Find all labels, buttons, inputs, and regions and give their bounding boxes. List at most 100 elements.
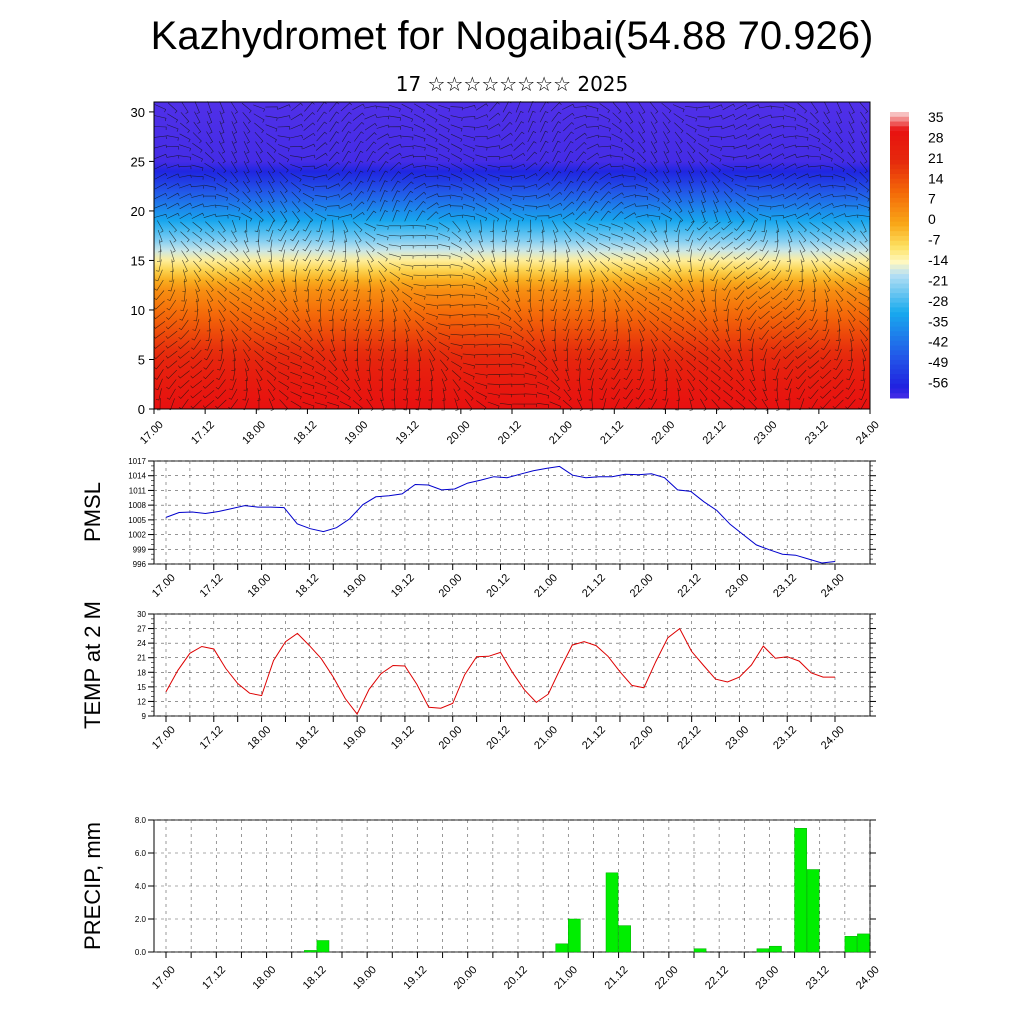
wind-barb [663, 239, 670, 253]
wind-barb [770, 280, 782, 290]
wind-barb [747, 133, 760, 140]
wind-barb [158, 239, 162, 253]
wind-barb [676, 170, 682, 184]
wind-barb [725, 210, 731, 223]
wind-barb [314, 392, 327, 399]
wind-barb [598, 154, 612, 159]
wind-barb [352, 309, 360, 321]
wind-barb [689, 398, 693, 411]
wind-barb [354, 180, 364, 192]
wind-barb [588, 190, 599, 202]
wind-barb [524, 184, 538, 189]
wind-barb [758, 281, 770, 290]
colorbar-cell [890, 326, 909, 332]
wind-barb [326, 205, 340, 209]
wind-barb [783, 300, 795, 310]
wind-barb [403, 388, 409, 401]
precip-y-tick-label: 6.0 [135, 849, 147, 858]
wind-barb [254, 350, 264, 361]
wind-barb [462, 333, 476, 338]
wind-barb [562, 309, 570, 321]
wind-barb [661, 271, 672, 282]
wind-barb [860, 151, 868, 164]
wind-barb [809, 202, 822, 210]
wind-barb [390, 368, 397, 381]
wind-barb [364, 114, 377, 120]
wind-barb [673, 220, 681, 232]
wind-barb [722, 124, 735, 129]
wind-barb [154, 144, 168, 149]
wind-barb [305, 289, 309, 302]
wind-barb [540, 229, 544, 243]
wind-barb [367, 388, 373, 402]
wind-barb [405, 328, 409, 342]
wind-barb [379, 180, 388, 192]
wind-barb [663, 150, 670, 164]
wind-barb [377, 348, 385, 361]
wind-barb [340, 309, 348, 321]
wind-barb [167, 192, 180, 200]
wind-barb [562, 201, 575, 211]
wind-barb [462, 294, 476, 299]
wind-barb [836, 318, 841, 332]
wind-barb [166, 146, 179, 150]
wind-barb [861, 358, 866, 372]
wind-barb [734, 220, 745, 231]
wind-barb [329, 318, 334, 332]
wind-barb [255, 151, 263, 164]
wind-barb [623, 164, 636, 172]
wind-barb [314, 402, 327, 409]
wind-barb [552, 338, 557, 352]
wind-barb [426, 193, 439, 199]
wind-barb [612, 211, 624, 221]
colorbar-cell [890, 207, 909, 213]
wind-barb [710, 269, 719, 282]
wind-barb [463, 144, 475, 152]
wind-barb [699, 320, 708, 332]
wind-barb [623, 272, 636, 281]
wind-barb [278, 371, 290, 380]
wind-barb [342, 220, 349, 233]
wind-barb [701, 289, 706, 302]
wind-barb [749, 348, 754, 361]
colorbar-cell [890, 288, 909, 294]
wind-barb [389, 271, 401, 282]
wind-barb [822, 318, 829, 332]
wind-barb [402, 300, 412, 312]
wind-barb [203, 184, 216, 191]
wind-barb [490, 229, 494, 242]
wind-barb [674, 122, 684, 134]
wind-barb [302, 371, 315, 380]
wind-barb [698, 143, 709, 153]
wind-barb [686, 141, 696, 154]
wind-barb [800, 259, 804, 273]
wind-barb [438, 222, 450, 232]
wind-barb [229, 291, 240, 302]
colorbar-cell [890, 302, 909, 308]
pmsl-x-tick-label: 22.12 [676, 572, 704, 600]
wind-barb [265, 331, 278, 341]
wind-barb [697, 134, 710, 142]
wind-barb [487, 363, 500, 368]
wind-barb [464, 389, 474, 401]
wind-barb [771, 204, 785, 208]
wind-barb [586, 358, 595, 371]
wind-barb [783, 144, 797, 149]
wind-barb [218, 151, 226, 164]
wind-barb [180, 221, 190, 233]
wind-barb [512, 213, 524, 222]
wind-barb [341, 369, 350, 382]
wind-barb [688, 200, 694, 213]
wind-barb [154, 269, 163, 282]
wind-barb [698, 360, 709, 371]
wind-barb [575, 231, 585, 243]
wind-barb [795, 369, 807, 380]
temp2m-x-tick-label: 21.12 [580, 724, 608, 752]
wind-barb [747, 212, 759, 222]
wind-barb [314, 203, 327, 211]
wind-barb [723, 390, 734, 401]
wind-barb [858, 192, 870, 202]
wind-barb [860, 368, 865, 381]
wind-barb [612, 102, 622, 114]
colorbar-cell [890, 178, 909, 184]
